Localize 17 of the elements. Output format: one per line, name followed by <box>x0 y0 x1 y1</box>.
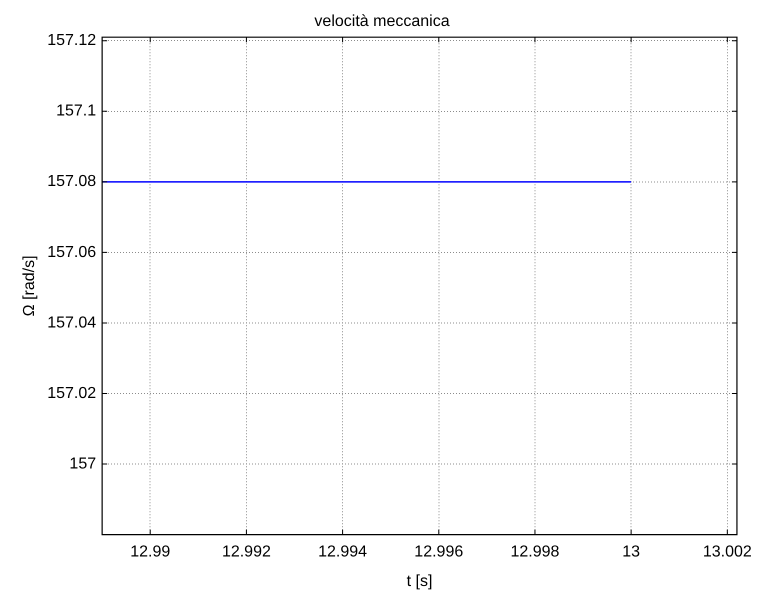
y-tick-label: 157.02 <box>47 384 96 402</box>
y-tick-label: 157.04 <box>47 314 96 332</box>
x-tick-label: 13 <box>622 544 640 561</box>
x-tick-label: 12.994 <box>318 544 368 561</box>
x-tick-label: 12.992 <box>222 544 271 561</box>
x-tick-label: 12.998 <box>510 544 560 561</box>
y-tick-label: 157.06 <box>47 244 96 261</box>
y-axis-title: Ω [rad/s] <box>21 255 38 316</box>
y-tick-label: 157.08 <box>47 173 96 190</box>
y-tick-label: 157.12 <box>47 32 96 50</box>
x-axis-title: t [s] <box>406 572 432 590</box>
y-tick-label: 157.1 <box>56 102 96 120</box>
y-tick-label: 157 <box>69 455 96 472</box>
x-tick-label: 12.99 <box>130 544 170 561</box>
chart-title: velocità meccanica <box>314 13 450 30</box>
x-tick-label: 13.002 <box>702 544 752 561</box>
x-tick-label: 12.996 <box>414 544 464 561</box>
